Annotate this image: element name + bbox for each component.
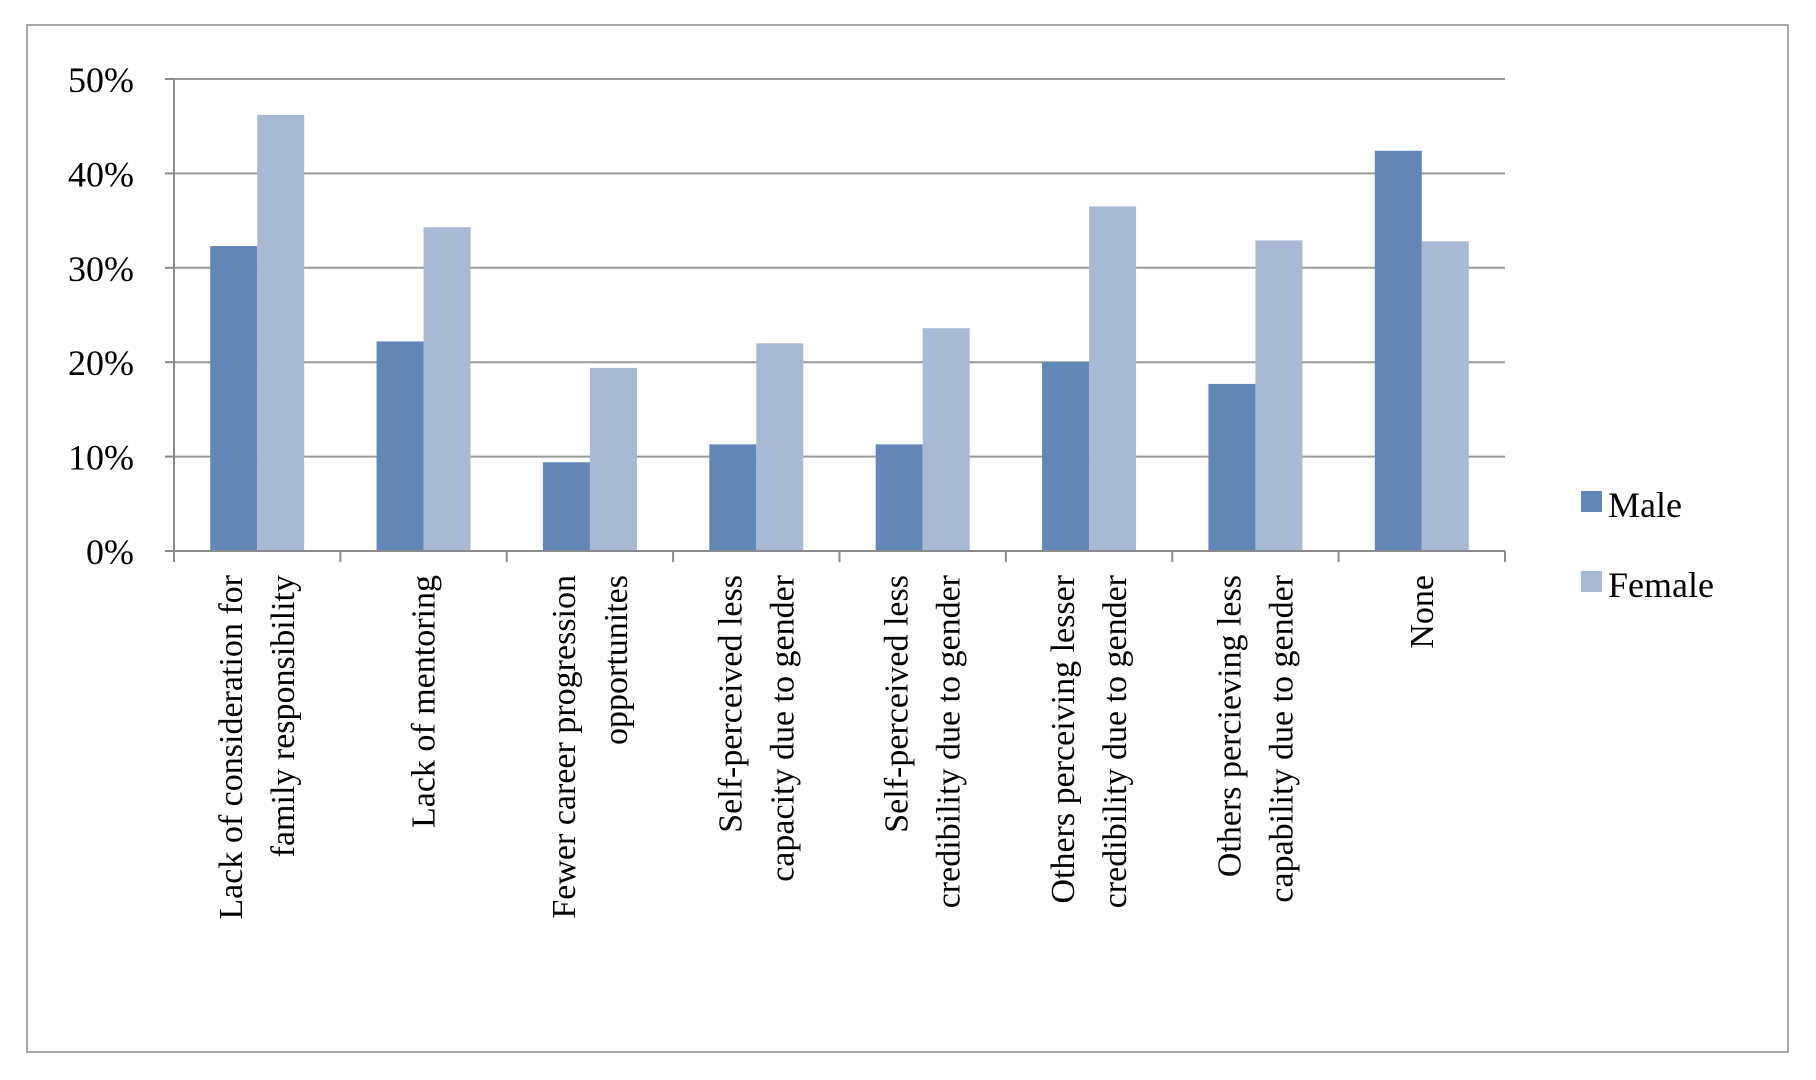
x-category-label: Self-perceived less	[712, 575, 749, 833]
x-category-label: credibility due to gender	[1097, 574, 1134, 908]
bar-male	[709, 444, 757, 551]
x-category-label: capacity due to gender	[764, 574, 801, 881]
y-tick-label: 10%	[68, 438, 134, 478]
y-axis-tick-labels: 0% 10% 20% 30% 40% 50%	[68, 60, 134, 572]
legend: Male Female	[1581, 485, 1714, 605]
bar-male	[542, 462, 590, 551]
bar-male	[875, 444, 923, 551]
y-tick-label: 0%	[86, 532, 134, 572]
x-category-label: credibility due to gender	[931, 574, 968, 908]
gridlines	[165, 78, 1505, 552]
x-category-label: Others perceiving lesser	[1045, 574, 1082, 903]
x-axis-category-labels: Lack of consideration for family responsi…	[213, 574, 1441, 919]
bar-male	[1208, 383, 1256, 551]
bar-female	[756, 343, 804, 551]
x-category-label: Fewer career progression	[546, 575, 583, 919]
y-tick-label: 40%	[68, 154, 134, 194]
y-tick-label: 50%	[68, 60, 134, 100]
bar-male	[1374, 150, 1422, 551]
bar-male	[376, 341, 424, 551]
bar-male	[1042, 362, 1090, 551]
x-category-label: Lack of mentoring	[406, 575, 443, 828]
y-tick-label: 30%	[68, 249, 134, 289]
x-category-label: Self-perceived less	[879, 575, 916, 833]
x-category-label: opportunites	[598, 575, 635, 745]
legend-swatch-female	[1581, 571, 1602, 592]
y-tick-label: 20%	[68, 343, 134, 383]
x-category-label: Lack of consideration for	[213, 574, 250, 919]
bar-female	[589, 367, 637, 551]
x-category-label: Others percieving less	[1211, 575, 1248, 877]
bar-female	[257, 114, 305, 551]
bar-female	[1255, 240, 1303, 551]
legend-label-male: Male	[1608, 485, 1682, 525]
x-category-label: None	[1404, 575, 1441, 649]
bar-female	[1421, 241, 1469, 552]
x-category-label: family responsibility	[265, 575, 302, 857]
bar-female	[423, 227, 471, 551]
bar-female	[1089, 206, 1137, 551]
x-category-label: capability due to gender	[1263, 574, 1300, 902]
bars	[210, 114, 1469, 552]
legend-swatch-male	[1581, 491, 1602, 512]
legend-label-female: Female	[1608, 565, 1714, 605]
axes	[173, 79, 1506, 562]
bar-female	[922, 328, 970, 551]
bar-male	[210, 246, 258, 551]
